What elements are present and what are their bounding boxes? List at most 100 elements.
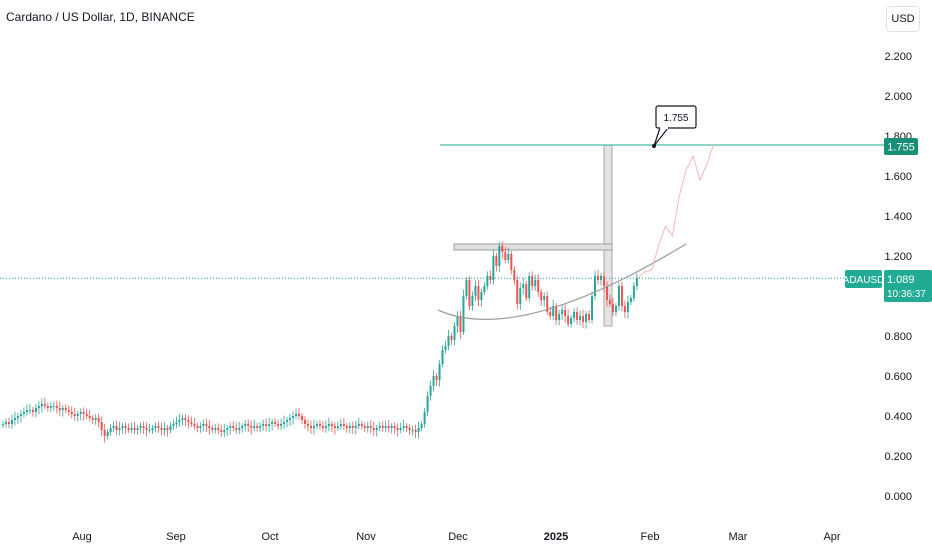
candle — [492, 249, 495, 285]
candle-body — [417, 428, 420, 432]
y-tick-label: 0.400 — [884, 411, 912, 423]
candle — [426, 391, 429, 417]
candle-body — [214, 428, 217, 430]
candle — [602, 272, 605, 292]
y-tick-label: 0.200 — [884, 451, 912, 463]
candle-body — [510, 254, 513, 270]
candle — [235, 422, 238, 434]
candle-body — [13, 418, 16, 420]
candle-body — [31, 410, 34, 412]
candle — [363, 422, 366, 433]
candle-body — [208, 426, 211, 428]
candle — [55, 400, 58, 414]
x-tick-label: 2025 — [544, 531, 568, 543]
candle — [369, 420, 372, 434]
candle — [591, 291, 594, 324]
candle-body — [561, 310, 564, 314]
candle-body — [175, 422, 178, 424]
candle — [447, 329, 450, 351]
candle-body — [605, 286, 608, 300]
candle-body — [597, 276, 600, 280]
candle-body — [283, 422, 286, 424]
candle — [432, 369, 435, 392]
candle-body — [196, 426, 199, 428]
candle — [124, 422, 127, 435]
candle — [181, 415, 184, 426]
candle — [34, 404, 37, 418]
candle — [103, 423, 106, 443]
candle — [67, 405, 70, 416]
candle-body — [474, 286, 477, 296]
measure-box — [603, 144, 613, 327]
candle-body — [19, 414, 22, 416]
candle-body — [519, 288, 522, 304]
candle-body — [318, 424, 321, 426]
candle — [339, 418, 342, 430]
candle — [306, 419, 309, 432]
candle — [456, 311, 459, 332]
candle — [336, 421, 339, 431]
candle — [477, 279, 480, 306]
candle-body — [366, 426, 369, 428]
candle-body — [43, 404, 46, 406]
candle-body — [558, 314, 561, 320]
candle — [489, 270, 492, 285]
candle — [91, 415, 94, 425]
candle-body — [582, 316, 585, 322]
candle-body — [205, 424, 208, 426]
candle-body — [327, 424, 330, 426]
target-callout[interactable]: 1.755 — [652, 105, 697, 148]
candle — [360, 421, 363, 430]
candle — [528, 272, 531, 302]
candle — [130, 422, 133, 434]
candle-body — [339, 424, 342, 426]
candle-body — [79, 412, 82, 414]
candle — [414, 424, 417, 438]
candle — [49, 402, 52, 413]
candle — [465, 277, 468, 300]
candle-body — [103, 430, 106, 436]
candle-body — [280, 424, 283, 426]
candle-body — [40, 404, 43, 406]
candle — [184, 414, 187, 426]
currency-button[interactable]: USD — [886, 6, 920, 32]
candle-body — [169, 426, 172, 430]
candle — [301, 413, 303, 425]
candle — [178, 413, 181, 427]
candle-body — [34, 408, 37, 412]
candle — [118, 421, 121, 436]
candle — [620, 281, 623, 312]
candle — [408, 424, 411, 435]
candle-body — [250, 426, 253, 428]
candle — [265, 418, 268, 432]
candle-body — [265, 424, 268, 426]
candle-body — [330, 424, 333, 426]
candle — [315, 421, 318, 429]
rim-box — [453, 243, 613, 251]
candle — [136, 425, 139, 435]
candle — [175, 416, 178, 429]
candle-body — [453, 326, 456, 340]
candle-body — [295, 414, 298, 416]
candle-body — [139, 426, 142, 428]
candle — [187, 415, 190, 429]
candle-body — [381, 426, 384, 428]
candle-body — [106, 432, 109, 436]
candle — [160, 422, 163, 436]
candle-body — [7, 422, 10, 424]
candle — [250, 420, 253, 435]
candle-body — [387, 426, 390, 428]
candle-body — [2, 424, 4, 425]
candle-body — [148, 430, 151, 431]
candle-body — [528, 276, 531, 298]
candle — [324, 420, 327, 433]
candle-body — [492, 256, 495, 280]
candle-body — [552, 306, 555, 316]
candle — [244, 420, 247, 432]
candle-body — [534, 280, 537, 286]
candle — [19, 410, 22, 423]
candle-body — [73, 414, 76, 416]
y-tick-label: 2.200 — [884, 51, 912, 63]
candle — [543, 292, 546, 307]
